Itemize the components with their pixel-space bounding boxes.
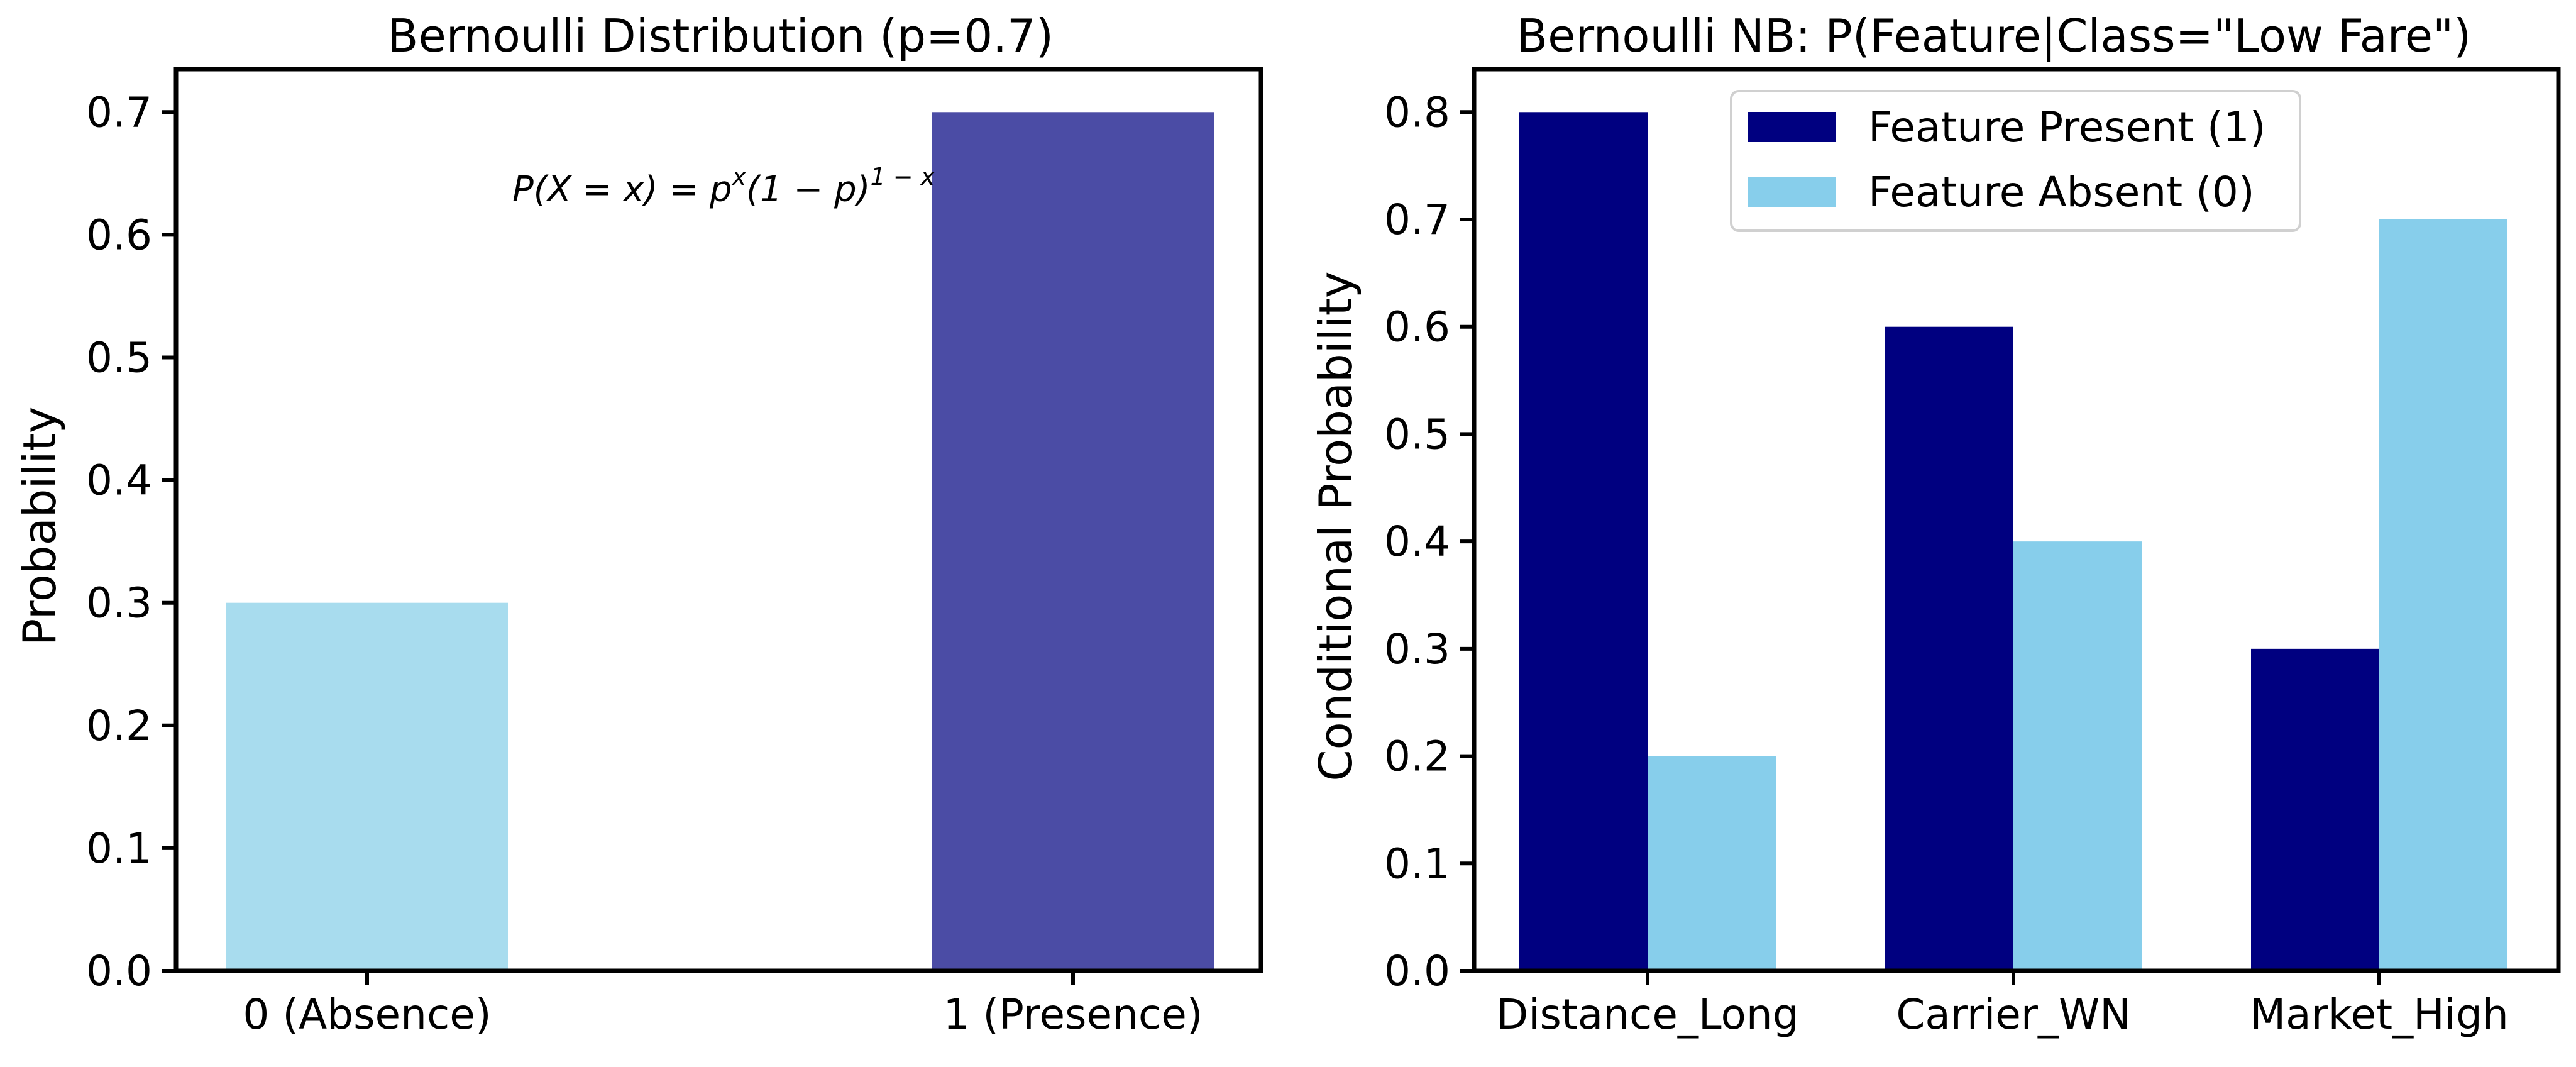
- left-y-axis-label: Probability: [13, 407, 66, 646]
- left-bar-1: [932, 112, 1214, 971]
- legend-swatch-absent: [1748, 177, 1836, 207]
- right-bar-absent: [2379, 219, 2507, 971]
- right-bar-absent: [2013, 541, 2142, 971]
- right-y-tick-label: 0.3: [1384, 625, 1450, 673]
- right-bar-present: [1519, 112, 1648, 971]
- right-y-axis-label: Conditional Probability: [1309, 271, 1362, 781]
- right-x-tick-label: Distance_Long: [1496, 990, 1798, 1039]
- right-y-tick-label: 0.5: [1384, 410, 1450, 458]
- right-y-tick-label: 0.6: [1384, 303, 1450, 351]
- left-x-tick-label: 1 (Presence): [943, 990, 1203, 1039]
- right-x-ticks: Distance_Long Carrier_WN Market_High: [1496, 971, 2509, 1039]
- left-y-tick-label: 0.1: [86, 824, 152, 873]
- left-y-tick-label: 0.2: [86, 702, 152, 750]
- right-bars-group: [1519, 112, 2507, 971]
- right-bar-present: [2251, 648, 2379, 971]
- bernoulli-distribution-chart: Bernoulli Distribution (p=0.7) Probabili…: [13, 9, 1263, 1039]
- left-bars-group: [226, 112, 1214, 971]
- legend-box: [1730, 90, 2301, 232]
- right-y-ticks: 0.0 0.1 0.2 0.3 0.4 0.5 0.6 0.7 0.8: [1384, 88, 1474, 995]
- legend: Feature Present (1) Feature Absent (0): [1730, 90, 2301, 232]
- right-y-tick-label: 0.0: [1384, 947, 1450, 995]
- bernoulli-formula-annotation: P(X = x) = px(1 − p)1 − x: [512, 163, 935, 210]
- left-plot-frame: [173, 67, 1263, 973]
- right-x-tick-label: Market_High: [2250, 990, 2509, 1039]
- left-y-tick-label: 0.7: [86, 88, 152, 136]
- right-y-tick-label: 0.8: [1384, 88, 1450, 136]
- left-y-tick-label: 0.6: [86, 211, 152, 259]
- left-y-tick-label: 0.5: [86, 333, 152, 382]
- legend-label-present: Feature Present (1): [1868, 103, 2265, 152]
- legend-swatch-present: [1748, 112, 1836, 142]
- left-bar-0: [226, 602, 508, 971]
- right-plot-frame: [1472, 67, 2561, 973]
- right-y-tick-label: 0.1: [1384, 839, 1450, 888]
- right-chart-title: Bernoulli NB: P(Feature|Class="Low Fare"…: [1517, 9, 2471, 63]
- left-chart-title: Bernoulli Distribution (p=0.7): [387, 9, 1054, 62]
- bernoulli-nb-chart: Bernoulli NB: P(Feature|Class="Low Fare"…: [1309, 9, 2561, 1039]
- right-bar-present: [1885, 326, 2013, 971]
- legend-label-absent: Feature Absent (0): [1868, 168, 2255, 216]
- right-y-tick-label: 0.4: [1384, 517, 1450, 566]
- right-y-tick-label: 0.7: [1384, 196, 1450, 244]
- left-y-tick-label: 0.3: [86, 579, 152, 627]
- left-x-tick-label: 0 (Absence): [243, 990, 491, 1039]
- right-bar-absent: [1648, 756, 1776, 971]
- right-x-tick-label: Carrier_WN: [1896, 990, 2130, 1039]
- left-x-ticks: 0 (Absence) 1 (Presence): [243, 971, 1203, 1039]
- left-y-tick-label: 0.4: [86, 456, 152, 505]
- right-y-tick-label: 0.2: [1384, 733, 1450, 781]
- left-y-ticks: 0.0 0.1 0.2 0.3 0.4 0.5 0.6 0.7: [86, 88, 176, 995]
- left-y-tick-label: 0.0: [86, 947, 152, 995]
